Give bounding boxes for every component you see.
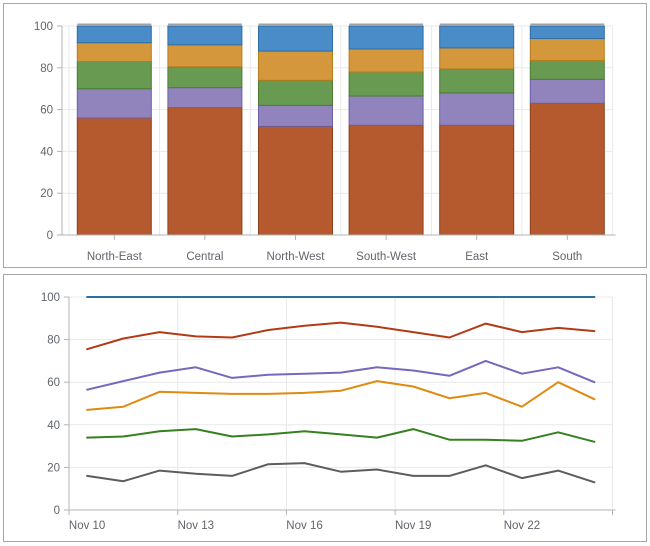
bar-segment-rust[interactable] <box>258 125 333 236</box>
bar-top-cap <box>349 23 424 26</box>
x-axis-label: Central <box>186 251 223 263</box>
line-series-green[interactable] <box>86 428 596 443</box>
stacked-bar-chart-panel: 0 20 40 60 80 100 North-East Central North-West S… <box>3 3 647 268</box>
bar-group-North-East <box>76 23 152 236</box>
bar-segment-purple[interactable] <box>529 78 605 104</box>
line-series-red[interactable] <box>86 321 596 351</box>
y-axis-label: 20 <box>40 188 53 200</box>
bar-segment-purple[interactable] <box>167 87 243 109</box>
bar-segment-green[interactable] <box>258 79 333 106</box>
y-axis-label: 0 <box>47 230 53 242</box>
x-axis-label: Nov 22 <box>504 520 540 532</box>
bar-segment-rust[interactable] <box>529 102 605 236</box>
x-axis-label: Nov 19 <box>395 520 431 532</box>
x-axis-label: South-West <box>356 251 417 263</box>
bar-segment-green[interactable] <box>439 68 515 94</box>
bar-segment-blue[interactable] <box>76 25 152 44</box>
x-axis-label: South <box>552 251 582 263</box>
x-axis-label: East <box>465 251 489 263</box>
bar-segment-rust[interactable] <box>348 124 424 236</box>
bar-top-cap <box>77 23 152 26</box>
y-axis-label: 100 <box>34 21 53 33</box>
line-series <box>86 296 596 484</box>
line-series-gray[interactable] <box>86 462 596 484</box>
bar-segment-orange[interactable] <box>258 50 333 81</box>
gridlines <box>68 296 613 510</box>
bar-segment-blue[interactable] <box>529 25 605 40</box>
bar-segment-rust[interactable] <box>76 117 152 236</box>
x-axis-label: Nov 16 <box>286 520 322 532</box>
bar-segment-orange[interactable] <box>529 38 605 61</box>
bar-segment-blue[interactable] <box>258 25 333 52</box>
bar-segment-purple[interactable] <box>439 92 515 126</box>
y-axis-label: 20 <box>47 462 60 474</box>
stacked-bar-chart: 0 20 40 60 80 100 North-East Central North-West S… <box>34 21 616 263</box>
bar-segment-orange[interactable] <box>167 44 243 68</box>
y-axis-label: 40 <box>40 146 53 158</box>
bar-segment-blue[interactable] <box>439 25 515 49</box>
bar-segment-purple[interactable] <box>76 88 152 119</box>
line-series-orange[interactable] <box>86 380 596 411</box>
line-chart: 0 20 40 60 80 100 Nov 10 Nov 13 Nov 16 Nov 19 Nov … <box>41 292 616 532</box>
bar-segment-orange[interactable] <box>76 42 152 63</box>
bar-series <box>76 23 605 236</box>
y-axis-label: 0 <box>54 505 60 517</box>
bar-top-cap <box>167 23 242 26</box>
bar-top-cap <box>258 23 333 26</box>
bar-segment-rust[interactable] <box>167 107 243 236</box>
bar-segment-green[interactable] <box>167 66 243 89</box>
x-axis-label: Nov 10 <box>69 520 105 532</box>
bar-segment-green[interactable] <box>348 71 424 97</box>
gridlines <box>62 25 614 235</box>
bar-group-South <box>529 23 605 236</box>
axes <box>57 25 616 240</box>
bar-group-East <box>439 23 515 236</box>
bar-segment-orange[interactable] <box>348 48 424 73</box>
line-series-purple[interactable] <box>86 359 596 391</box>
y-axis-label: 80 <box>47 335 60 347</box>
bar-group-North-West <box>258 23 333 236</box>
bar-group-Central <box>167 23 243 236</box>
bar-segment-blue[interactable] <box>348 25 424 50</box>
bar-segment-blue[interactable] <box>167 25 243 46</box>
y-axis-label: 60 <box>47 377 60 389</box>
bar-top-cap <box>439 23 514 26</box>
bar-segment-rust[interactable] <box>439 124 515 236</box>
bar-segment-green[interactable] <box>76 61 152 90</box>
x-axis-label: North-East <box>87 251 143 263</box>
y-axis-label: 60 <box>40 105 53 117</box>
line-chart-panel: 0 20 40 60 80 100 Nov 10 Nov 13 Nov 16 Nov 19 Nov … <box>3 274 647 542</box>
bar-top-cap <box>530 23 605 26</box>
bar-group-South-West <box>348 23 424 236</box>
bar-segment-purple[interactable] <box>258 104 333 127</box>
bar-segment-orange[interactable] <box>439 47 515 70</box>
y-axis-label: 80 <box>40 63 53 75</box>
x-axis-label: Nov 13 <box>178 520 214 532</box>
y-axis-label: 100 <box>41 292 60 304</box>
x-axis-label: North-West <box>267 251 326 263</box>
axes <box>64 296 616 515</box>
bar-segment-green[interactable] <box>529 59 605 80</box>
y-axis-label: 40 <box>47 420 60 432</box>
bar-segment-purple[interactable] <box>348 95 424 126</box>
